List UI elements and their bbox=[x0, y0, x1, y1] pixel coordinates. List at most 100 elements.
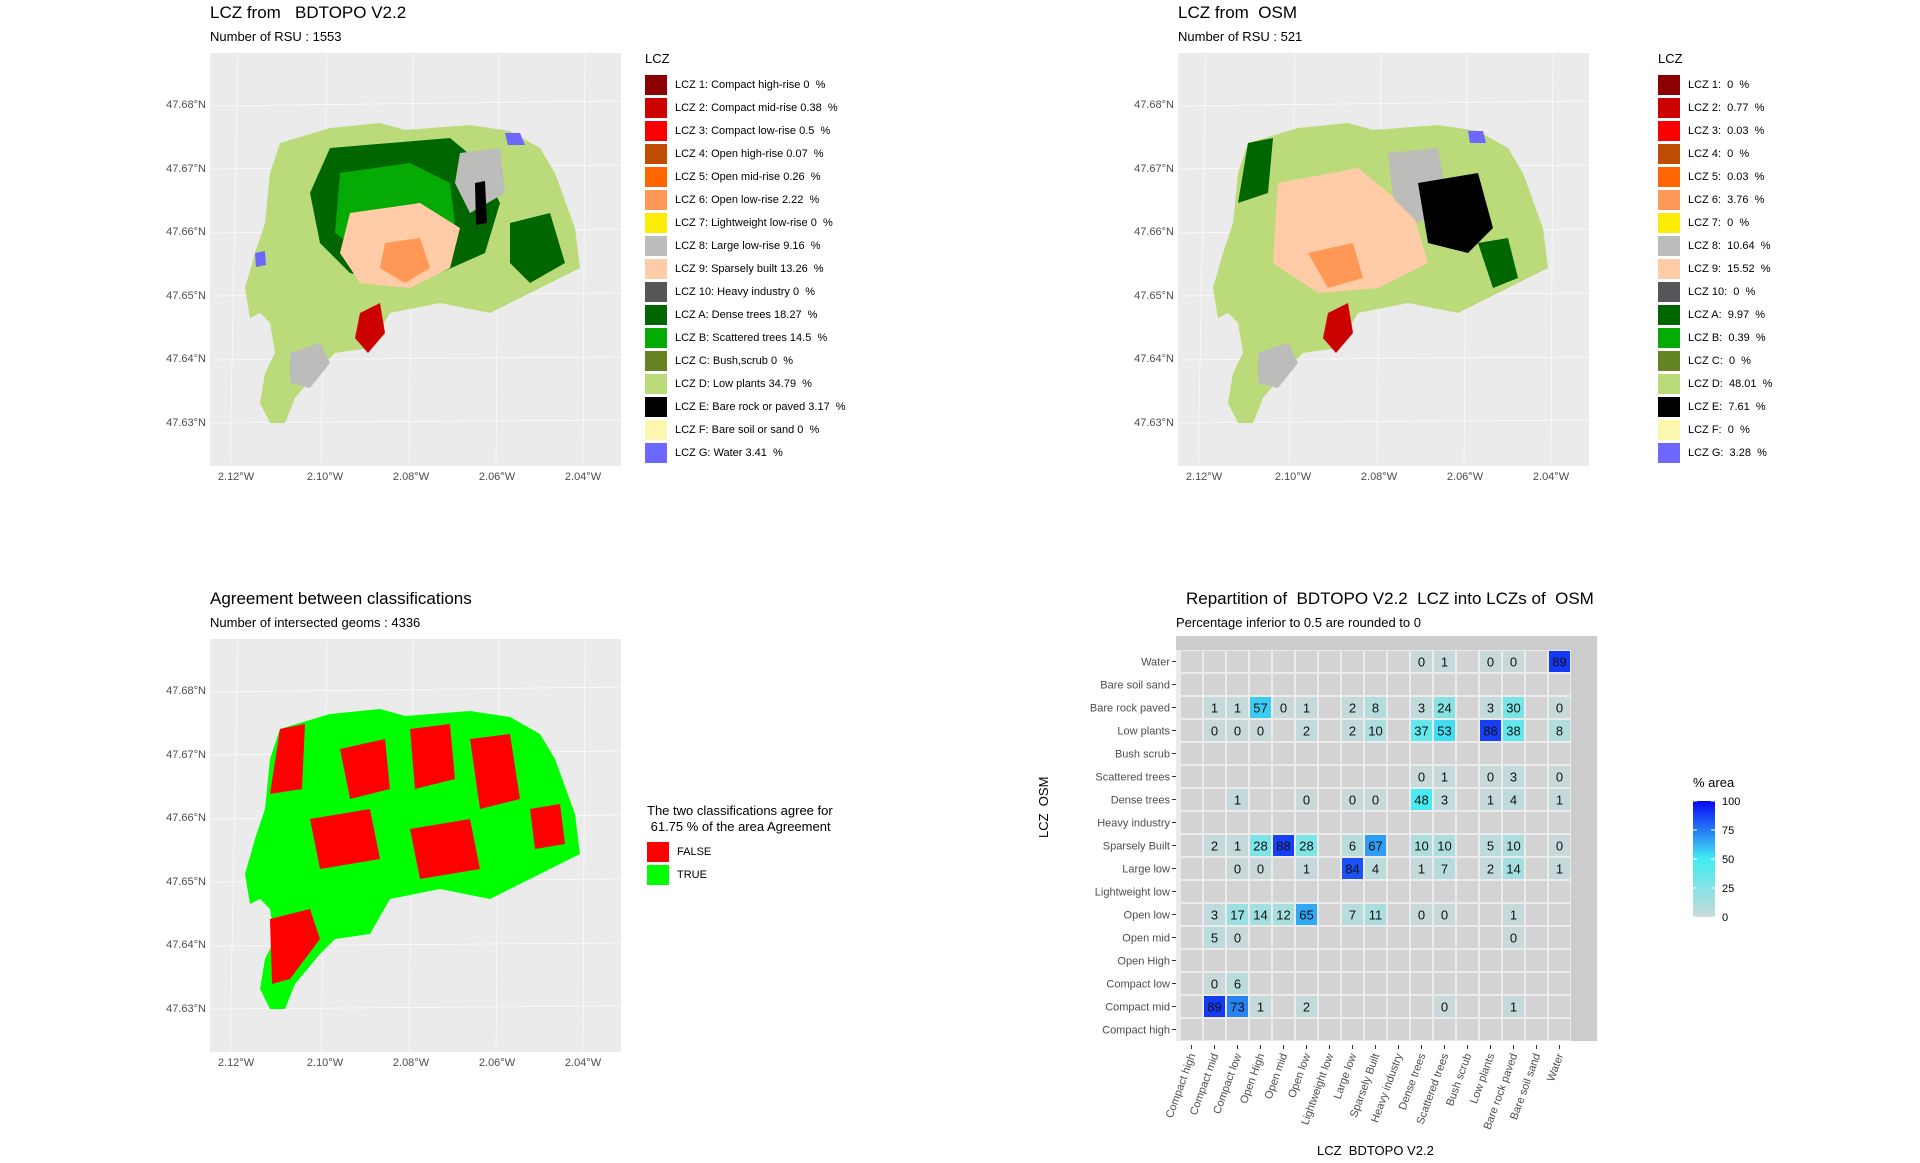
heatmap-cell-label: 89 bbox=[1207, 1000, 1221, 1015]
heatmap-cell-label: 84 bbox=[1345, 862, 1359, 877]
heatmap-cell bbox=[1250, 674, 1271, 695]
heatmap-cell bbox=[1204, 720, 1225, 741]
heatmap-cell bbox=[1526, 743, 1547, 764]
heatmap-cell-label: 1 bbox=[1418, 862, 1425, 877]
bdtopo-map-territory bbox=[245, 123, 580, 423]
heatmap-cell bbox=[1434, 674, 1455, 695]
colorbar: 100 75 50 25 0 bbox=[1693, 796, 1740, 923]
heatmap-cell bbox=[1273, 835, 1294, 856]
heatmap-cell bbox=[1549, 950, 1570, 971]
legend-swatch bbox=[1658, 258, 1680, 279]
heatmap-cell bbox=[1250, 881, 1271, 902]
heatmap-cell-label: 1 bbox=[1303, 862, 1310, 877]
legend-swatch bbox=[645, 281, 667, 302]
heatmap-cell-label: 1 bbox=[1510, 1000, 1517, 1015]
heatmap-cell bbox=[1388, 858, 1409, 879]
legend-label: LCZ G: Water 3.41 % bbox=[675, 446, 783, 459]
heatmap-cell bbox=[1480, 996, 1501, 1017]
heatmap-cell bbox=[1204, 697, 1225, 718]
heatmap-cell bbox=[1480, 904, 1501, 925]
heatmap-cell bbox=[1319, 789, 1340, 810]
heatmap-cell bbox=[1457, 789, 1478, 810]
y-tick-label: Dense trees bbox=[1111, 795, 1171, 807]
legend-swatch bbox=[1658, 304, 1680, 325]
y-tick-label: Bare soil sand bbox=[1100, 680, 1170, 692]
heatmap-cell bbox=[1411, 651, 1432, 672]
osm-map-territory bbox=[1213, 123, 1548, 423]
heatmap-cell-label: 24 bbox=[1437, 701, 1451, 716]
agreement-lat-tick: 47.66°N bbox=[166, 812, 206, 824]
heatmap-cell bbox=[1457, 743, 1478, 764]
heatmap-cell bbox=[1388, 881, 1409, 902]
osm-lon-tick: 2.06°W bbox=[1446, 471, 1484, 483]
heatmap-cell bbox=[1296, 651, 1317, 672]
legend-item: LCZ F: Bare soil or sand 0 % bbox=[645, 418, 846, 441]
heatmap-cell bbox=[1319, 996, 1340, 1017]
heatmap-cell bbox=[1319, 812, 1340, 833]
heatmap-cell-label: 0 bbox=[1418, 655, 1425, 670]
heatmap-cell bbox=[1342, 904, 1363, 925]
heatmap-cell bbox=[1227, 743, 1248, 764]
heatmap-cell bbox=[1434, 743, 1455, 764]
agreement-legend: FALSE TRUE bbox=[647, 840, 711, 886]
heatmap-cell bbox=[1250, 720, 1271, 741]
heatmap-cell-label: 38 bbox=[1506, 724, 1520, 739]
heatmap-cell bbox=[1365, 812, 1386, 833]
heatmap-cell bbox=[1342, 973, 1363, 994]
heatmap-cell bbox=[1296, 973, 1317, 994]
heatmap-cell bbox=[1365, 927, 1386, 948]
heatmap-cell bbox=[1227, 996, 1248, 1017]
heatmap-cell bbox=[1411, 996, 1432, 1017]
heatmap-cell bbox=[1434, 996, 1455, 1017]
heatmap-cell bbox=[1526, 789, 1547, 810]
heatmap-cell bbox=[1457, 697, 1478, 718]
heatmap-cell bbox=[1388, 950, 1409, 971]
heatmap-cell bbox=[1503, 927, 1524, 948]
heatmap-cell bbox=[1503, 812, 1524, 833]
agreement-legend-title: The two classifications agree for 61.75 … bbox=[647, 803, 833, 834]
heatmap-cell bbox=[1365, 835, 1386, 856]
heatmap-cell bbox=[1480, 973, 1501, 994]
legend-item: LCZ E: Bare rock or paved 3.17 % bbox=[645, 395, 846, 418]
legend-item: LCZ D: Low plants 34.79 % bbox=[645, 372, 846, 395]
heatmap-cell bbox=[1204, 973, 1225, 994]
heatmap-cell bbox=[1549, 743, 1570, 764]
heatmap-cell-label: 0 bbox=[1441, 1000, 1448, 1015]
heatmap-cell bbox=[1273, 881, 1294, 902]
heatmap-cell-label: 0 bbox=[1303, 793, 1310, 808]
heatmap-cell bbox=[1181, 766, 1202, 787]
heatmap-cell-label: 1 bbox=[1257, 1000, 1264, 1015]
heatmap-cell-label: 14 bbox=[1253, 908, 1267, 923]
y-tick-label: Open High bbox=[1117, 956, 1170, 968]
legend-swatch bbox=[1658, 189, 1680, 210]
legend-swatch bbox=[645, 327, 667, 348]
heatmap-cell bbox=[1434, 720, 1455, 741]
heatmap-cell-label: 0 bbox=[1349, 793, 1356, 808]
heatmap-cell bbox=[1273, 973, 1294, 994]
heatmap-cell bbox=[1365, 697, 1386, 718]
heatmap-cell bbox=[1181, 881, 1202, 902]
heatmap-cell bbox=[1411, 1019, 1432, 1040]
heatmap-cell bbox=[1181, 973, 1202, 994]
heatmap-cell bbox=[1503, 881, 1524, 902]
bdtopo-lat-tick: 47.65°N bbox=[166, 290, 206, 302]
legend-label: LCZ 4: 0 % bbox=[1688, 147, 1750, 160]
heatmap-cell bbox=[1388, 835, 1409, 856]
osm-lon-tick: 2.04°W bbox=[1532, 471, 1570, 483]
heatmap-cell bbox=[1480, 674, 1501, 695]
heatmap-cell-label: 73 bbox=[1230, 1000, 1244, 1015]
heatmap-cell bbox=[1526, 766, 1547, 787]
legend-item: LCZ F: 0 % bbox=[1658, 418, 1772, 441]
heatmap-cell-label: 1 bbox=[1510, 908, 1517, 923]
legend-swatch bbox=[645, 120, 667, 141]
agreement-lon-tick: 2.08°W bbox=[392, 1057, 430, 1069]
agreement-lat-tick: 47.63°N bbox=[166, 1003, 206, 1015]
heatmap-cell bbox=[1365, 720, 1386, 741]
legend-label: LCZ 10: Heavy industry 0 % bbox=[675, 285, 816, 298]
y-tick-label: Open low bbox=[1124, 910, 1171, 922]
heatmap-cell bbox=[1296, 996, 1317, 1017]
legend-label: LCZ 7: 0 % bbox=[1688, 216, 1750, 229]
legend-swatch bbox=[645, 258, 667, 279]
heatmap-cell bbox=[1411, 743, 1432, 764]
